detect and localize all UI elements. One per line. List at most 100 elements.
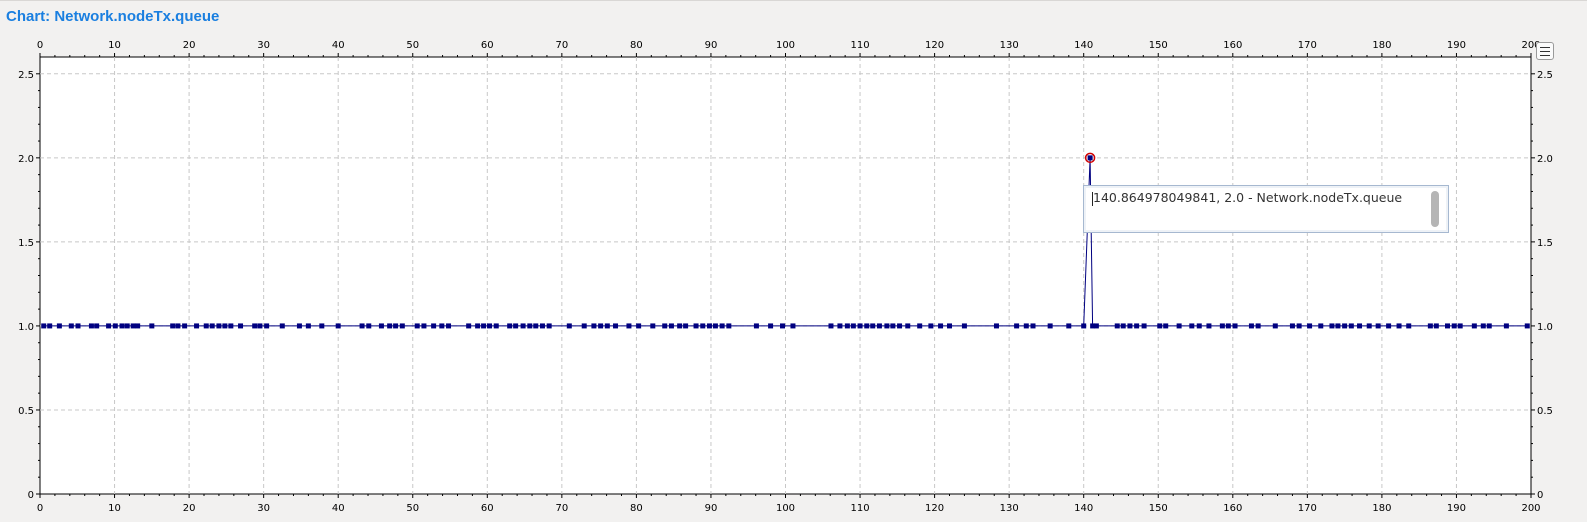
data-point[interactable] [897, 323, 903, 329]
data-point[interactable] [68, 323, 74, 329]
data-point[interactable] [1087, 155, 1093, 161]
data-point[interactable] [1196, 323, 1202, 329]
data-point[interactable] [828, 323, 834, 329]
data-point[interactable] [1066, 323, 1072, 329]
data-point[interactable] [850, 323, 856, 329]
data-point[interactable] [1318, 323, 1324, 329]
data-point[interactable] [1047, 323, 1053, 329]
data-point[interactable] [520, 323, 526, 329]
data-point[interactable] [876, 323, 882, 329]
data-point[interactable] [1296, 323, 1302, 329]
data-point[interactable] [546, 323, 552, 329]
data-point[interactable] [359, 323, 365, 329]
data-point[interactable] [1219, 323, 1225, 329]
data-point[interactable] [1248, 323, 1254, 329]
data-point-tooltip[interactable]: 140.864978049841, 2.0 - Network.nodeTx.q… [1083, 185, 1449, 233]
data-point[interactable] [539, 323, 545, 329]
data-point[interactable] [1157, 323, 1163, 329]
data-point[interactable] [88, 323, 94, 329]
data-point[interactable] [170, 323, 176, 329]
data-point[interactable] [446, 323, 452, 329]
data-point[interactable] [1457, 323, 1463, 329]
data-point[interactable] [693, 323, 699, 329]
data-point[interactable] [837, 323, 843, 329]
data-point[interactable] [1503, 323, 1509, 329]
data-point[interactable] [1120, 323, 1126, 329]
data-point[interactable] [1348, 323, 1354, 329]
data-point[interactable] [366, 323, 372, 329]
data-point[interactable] [216, 323, 222, 329]
data-point[interactable] [768, 323, 774, 329]
data-point[interactable] [296, 323, 302, 329]
data-point[interactable] [481, 323, 487, 329]
data-point[interactable] [466, 323, 472, 329]
data-point[interactable] [319, 323, 325, 329]
data-point[interactable] [683, 323, 689, 329]
data-point[interactable] [961, 323, 967, 329]
data-point[interactable] [439, 323, 445, 329]
data-point[interactable] [1335, 323, 1341, 329]
data-point[interactable] [135, 323, 141, 329]
data-point[interactable] [905, 323, 911, 329]
data-point[interactable] [1406, 323, 1412, 329]
data-point[interactable] [1163, 323, 1169, 329]
data-point[interactable] [1524, 323, 1530, 329]
data-point[interactable] [1023, 323, 1029, 329]
data-point[interactable] [1386, 323, 1392, 329]
chart-svg[interactable]: 0010102020303040405050606070708080909010… [0, 36, 1587, 522]
data-point[interactable] [1307, 323, 1313, 329]
data-point[interactable] [41, 323, 47, 329]
data-point[interactable] [1189, 323, 1195, 329]
data-point[interactable] [257, 323, 263, 329]
data-point[interactable] [1114, 323, 1120, 329]
data-point[interactable] [1433, 323, 1439, 329]
data-point[interactable] [175, 323, 181, 329]
data-point[interactable] [581, 323, 587, 329]
data-point[interactable] [712, 323, 718, 329]
data-point[interactable] [1134, 323, 1140, 329]
data-point[interactable] [1375, 323, 1381, 329]
data-point[interactable] [421, 323, 427, 329]
data-point[interactable] [1427, 323, 1433, 329]
highlighted-point-marker[interactable] [1084, 152, 1096, 164]
data-point[interactable] [252, 323, 258, 329]
data-point[interactable] [1206, 323, 1212, 329]
data-point[interactable] [1014, 323, 1020, 329]
data-point[interactable] [194, 323, 200, 329]
data-point[interactable] [1451, 323, 1457, 329]
data-point[interactable] [857, 323, 863, 329]
data-point[interactable] [305, 323, 311, 329]
data-point[interactable] [1289, 323, 1295, 329]
data-point[interactable] [917, 323, 923, 329]
data-point[interactable] [112, 323, 118, 329]
data-point[interactable] [378, 323, 384, 329]
data-point[interactable] [1127, 323, 1133, 329]
legend-toggle-button[interactable] [1536, 42, 1554, 60]
data-point[interactable] [56, 323, 62, 329]
data-point[interactable] [591, 323, 597, 329]
data-point[interactable] [1272, 323, 1278, 329]
data-point[interactable] [414, 323, 420, 329]
data-point[interactable] [1232, 323, 1238, 329]
data-point[interactable] [527, 323, 533, 329]
data-point[interactable] [598, 323, 604, 329]
tooltip-scrollbar[interactable] [1431, 191, 1439, 227]
data-point[interactable] [1176, 323, 1182, 329]
data-point[interactable] [700, 323, 706, 329]
data-point[interactable] [393, 323, 399, 329]
data-point[interactable] [487, 323, 493, 329]
data-point[interactable] [203, 323, 209, 329]
data-point[interactable] [209, 323, 215, 329]
data-point[interactable] [119, 323, 125, 329]
data-point[interactable] [1141, 323, 1147, 329]
data-point[interactable] [493, 323, 499, 329]
data-point[interactable] [130, 323, 136, 329]
data-point[interactable] [335, 323, 341, 329]
data-point[interactable] [1081, 323, 1087, 329]
data-point[interactable] [947, 323, 953, 329]
data-point[interactable] [279, 323, 285, 329]
data-point[interactable] [1480, 323, 1486, 329]
data-point[interactable] [884, 323, 890, 329]
data-point[interactable] [662, 323, 668, 329]
data-point[interactable] [706, 323, 712, 329]
